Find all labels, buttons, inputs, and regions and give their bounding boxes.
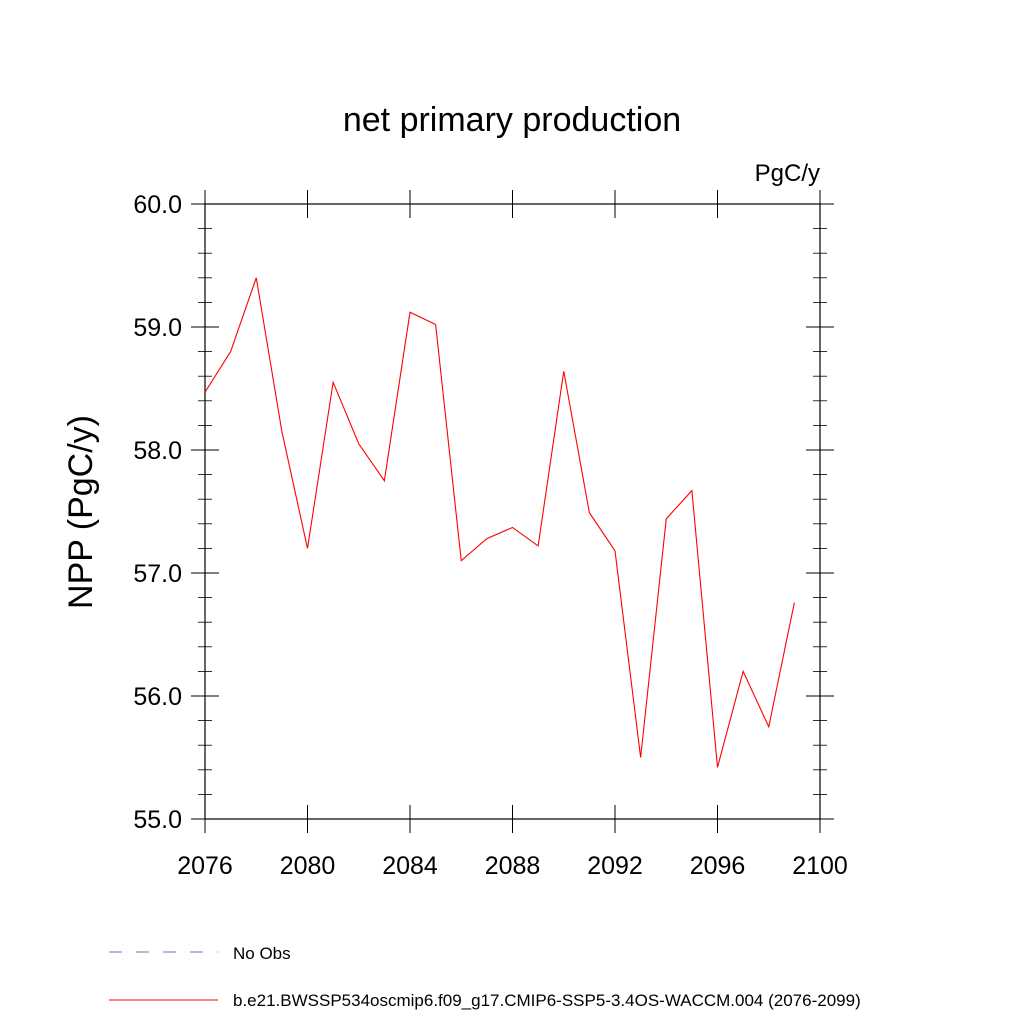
y-tick-label: 55.0 [133, 806, 182, 834]
y-tick-label: 57.0 [133, 560, 182, 588]
data-point [332, 381, 334, 383]
y-tick-label: 59.0 [133, 314, 182, 342]
axis-ticks [191, 190, 834, 833]
y-tick-label: 56.0 [133, 683, 182, 711]
data-point [255, 277, 257, 279]
x-tick-labels: 2076 2080 2084 2088 2092 2096 2100 [177, 852, 848, 880]
data-point [563, 370, 565, 372]
x-tick-label: 2096 [690, 852, 746, 880]
data-point [588, 512, 590, 514]
chart-title: net primary production [343, 101, 681, 139]
data-point [486, 538, 488, 540]
data-point [230, 351, 232, 353]
y-tick-label: 60.0 [133, 191, 182, 219]
data-point [614, 550, 616, 552]
plot-frame [204, 203, 821, 820]
x-tick-label: 2092 [587, 852, 643, 880]
legend-label-model-run: b.e21.BWSSP534oscmip6.f09_g17.CMIP6-SSP5… [233, 991, 861, 1010]
y-tick-label: 58.0 [133, 437, 182, 465]
y-axis-label: NPP (PgC/y) [62, 415, 100, 609]
data-point [691, 490, 693, 492]
series-layer [204, 277, 795, 768]
data-point [640, 757, 642, 759]
data-point [742, 670, 744, 672]
x-tick-label: 2100 [792, 852, 848, 880]
y-tick-labels: 55.0 56.0 57.0 58.0 59.0 60.0 [133, 191, 182, 834]
data-point [383, 480, 385, 482]
data-point [665, 518, 667, 520]
legend: No Obs b.e21.BWSSP534oscmip6.f09_g17.CMI… [109, 944, 861, 1010]
data-point [307, 547, 309, 549]
data-point [409, 311, 411, 313]
data-point [512, 526, 514, 528]
data-point [793, 602, 795, 604]
data-point [358, 443, 360, 445]
data-point [204, 391, 206, 393]
x-tick-label: 2088 [485, 852, 541, 880]
legend-label-no-obs: No Obs [233, 944, 291, 963]
x-tick-label: 2084 [382, 852, 438, 880]
data-point [460, 560, 462, 562]
data-point [717, 766, 719, 768]
data-point [537, 545, 539, 547]
units-label: PgC/y [755, 160, 820, 187]
data-point [281, 431, 283, 433]
data-point [435, 324, 437, 326]
x-tick-label: 2076 [177, 852, 233, 880]
data-point [768, 726, 770, 728]
x-tick-label: 2080 [280, 852, 336, 880]
series-line [204, 277, 795, 768]
